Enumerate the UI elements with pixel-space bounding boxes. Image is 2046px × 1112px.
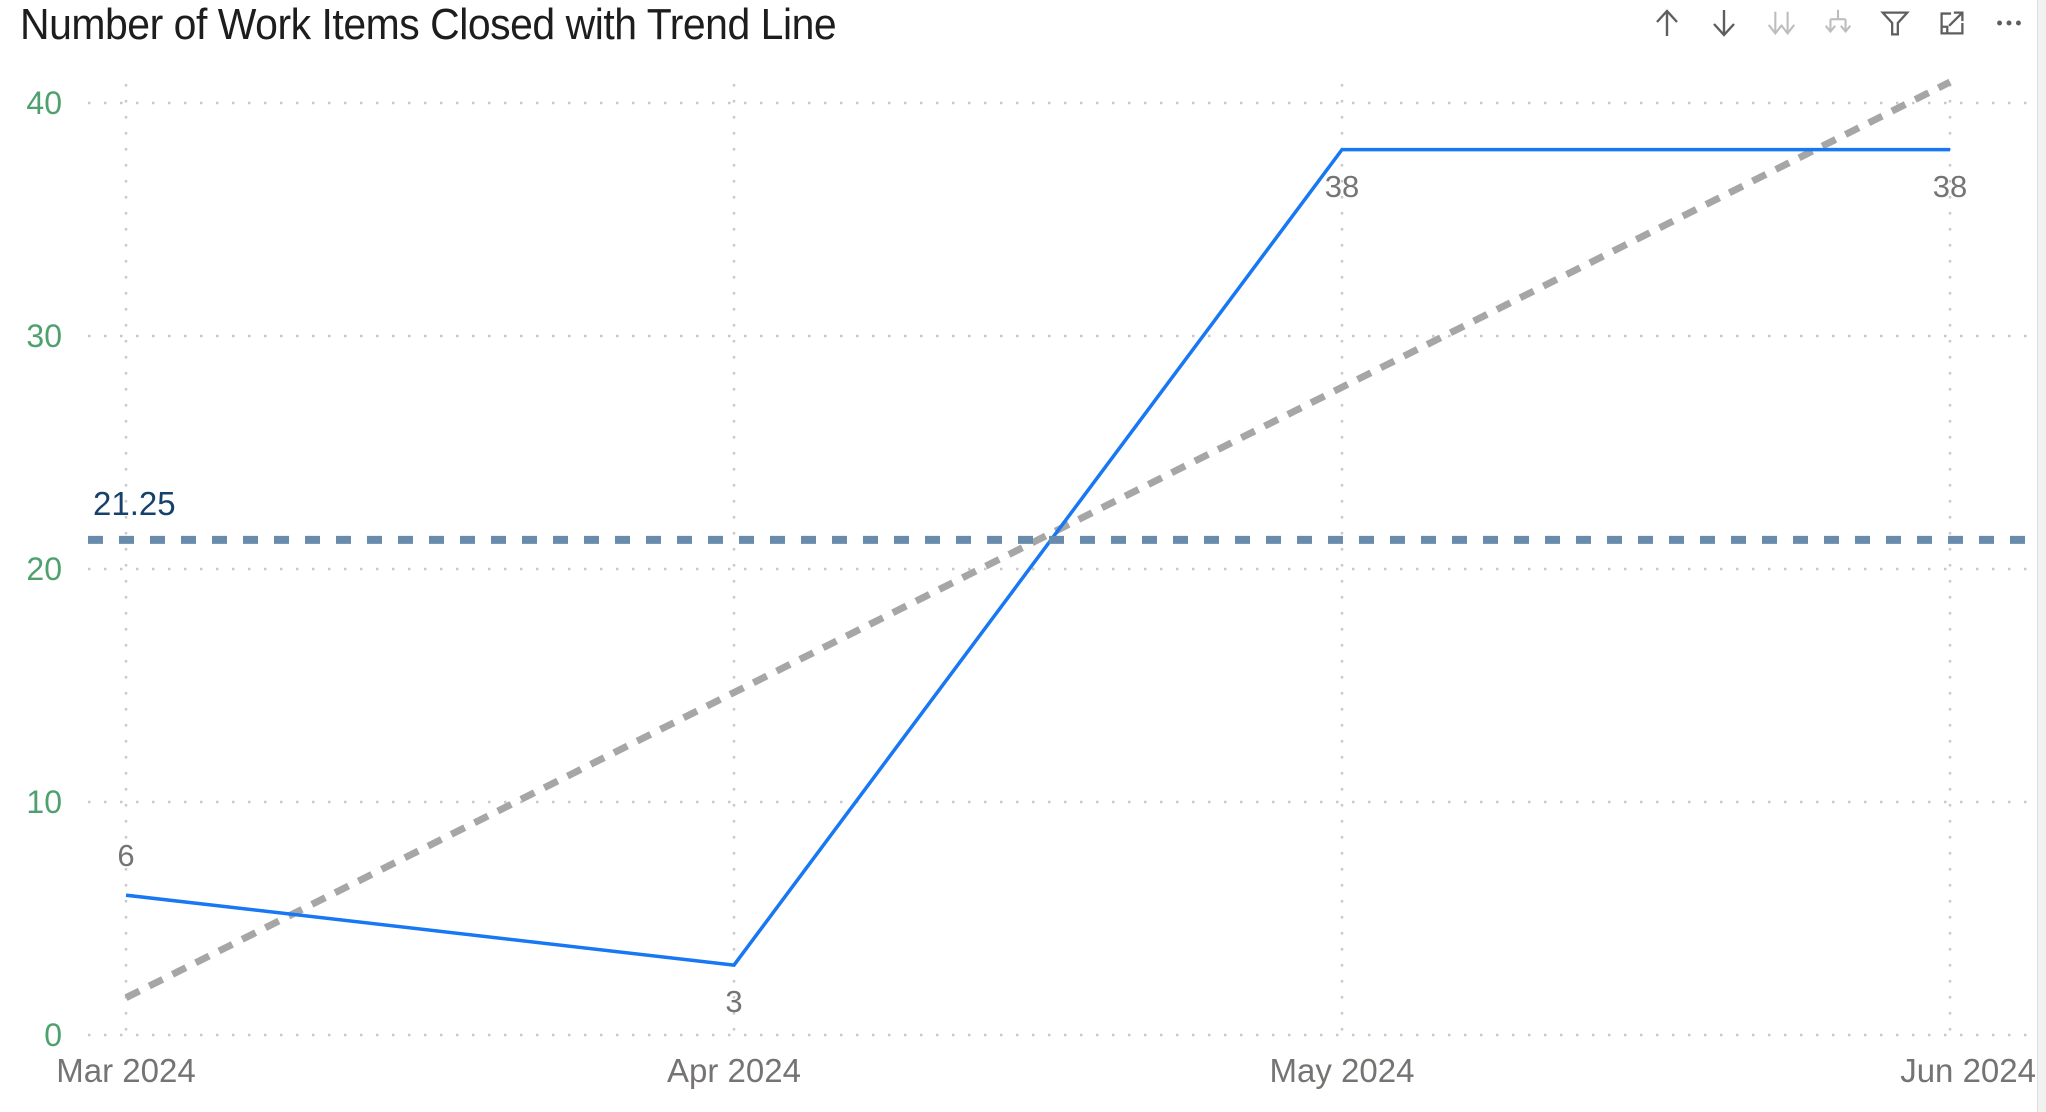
data-label: 6: [117, 838, 135, 874]
visual-header-toolbar: [1650, 4, 2026, 42]
x-axis-tick-label: May 2024: [1269, 1052, 1415, 1089]
go-to-next-level-icon[interactable]: [1764, 4, 1798, 42]
trend-line: [124, 78, 1952, 1001]
x-axis-tick-label: Mar 2024: [56, 1052, 196, 1089]
data-label: 3: [725, 984, 743, 1020]
chart-title: Number of Work Items Closed with Trend L…: [20, 0, 837, 49]
filter-icon[interactable]: [1878, 4, 1912, 42]
data-label: 38: [1932, 168, 1968, 204]
x-axis-tick-label: Jun 2024: [1900, 1052, 2036, 1089]
y-axis-tick-label: 40: [26, 85, 62, 121]
y-axis-tick-label: 10: [26, 784, 62, 820]
average-line-label: 21.25: [93, 484, 176, 522]
y-axis-tick-label: 0: [44, 1017, 62, 1053]
x-axis-tick-label: Apr 2024: [667, 1052, 801, 1089]
drill-up-icon[interactable]: [1650, 4, 1684, 42]
y-axis-tick-label: 20: [26, 551, 62, 587]
more-options-icon[interactable]: [1992, 4, 2026, 42]
expand-all-down-icon[interactable]: [1821, 4, 1855, 42]
y-axis-tick-label: 30: [26, 318, 62, 354]
series-line[interactable]: [125, 147, 1950, 967]
focus-mode-icon[interactable]: [1935, 4, 1969, 42]
drill-down-icon[interactable]: [1707, 4, 1741, 42]
scrollbar[interactable]: [2037, 0, 2046, 1112]
data-label: 38: [1324, 168, 1360, 204]
